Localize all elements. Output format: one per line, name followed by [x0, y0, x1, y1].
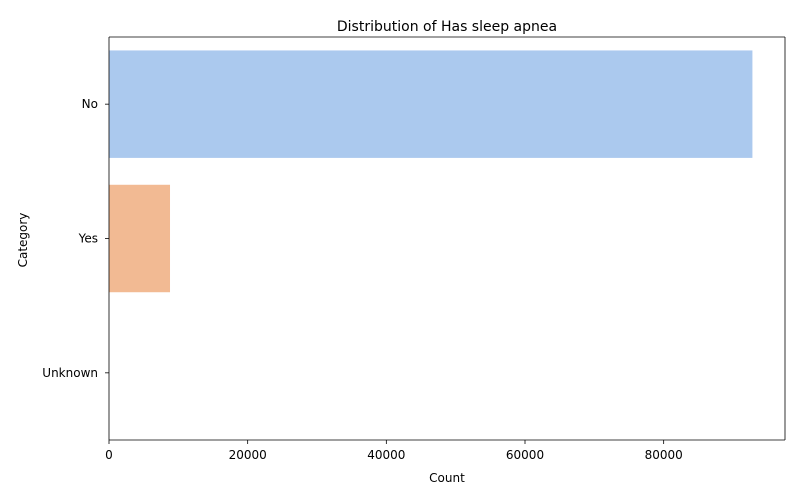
y-tick-label: Yes — [78, 232, 98, 246]
bar-yes — [109, 184, 171, 293]
y-axis-ticks: No Yes Unknown — [42, 97, 109, 380]
y-tick-label: No — [82, 97, 98, 111]
x-tick-label: 0 — [105, 448, 113, 462]
x-tick-label: 60000 — [506, 448, 544, 462]
chart-title: Distribution of Has sleep apnea — [337, 19, 557, 35]
x-tick-label: 20000 — [229, 448, 267, 462]
x-tick-label: 80000 — [645, 448, 683, 462]
bars — [109, 50, 753, 293]
y-tick-label: Unknown — [42, 366, 98, 380]
x-axis-label: Count — [429, 471, 465, 485]
x-axis-ticks: 0 20000 40000 60000 80000 — [105, 440, 683, 462]
bar-no — [109, 50, 753, 158]
y-axis-label: Category — [16, 213, 30, 268]
x-tick-label: 40000 — [367, 448, 405, 462]
